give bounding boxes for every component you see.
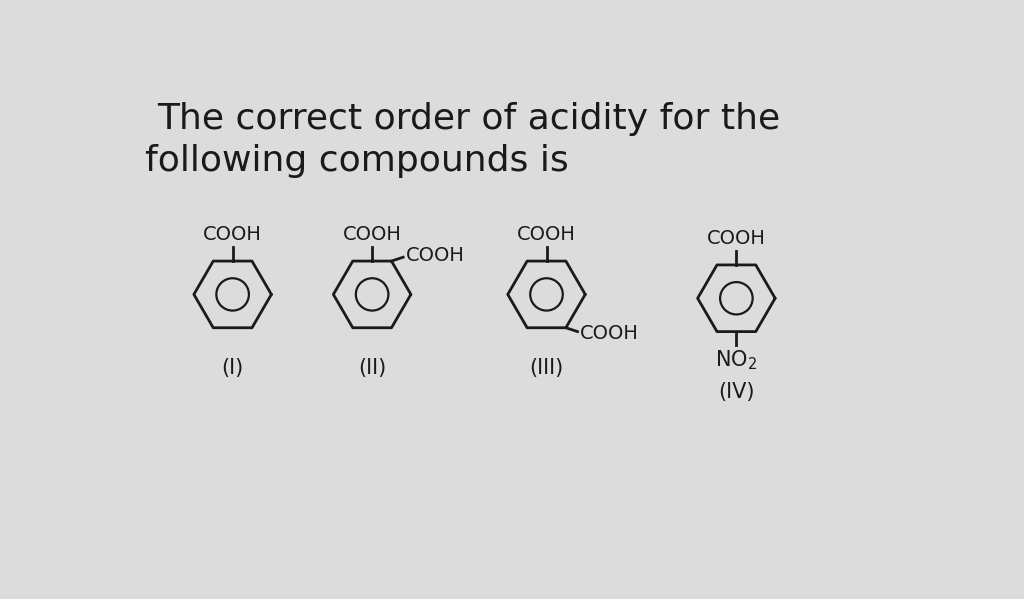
Text: (IV): (IV): [718, 382, 755, 402]
Text: COOH: COOH: [707, 229, 766, 248]
Text: COOH: COOH: [517, 225, 575, 244]
Text: COOH: COOH: [406, 246, 464, 265]
Text: NO$_2$: NO$_2$: [716, 349, 758, 372]
Text: (II): (II): [358, 358, 386, 377]
Text: following compounds is: following compounds is: [145, 144, 568, 179]
Text: COOH: COOH: [343, 225, 401, 244]
Text: COOH: COOH: [580, 325, 639, 343]
Text: COOH: COOH: [203, 225, 262, 244]
Text: The correct order of acidity for the: The correct order of acidity for the: [158, 102, 780, 136]
Text: (III): (III): [529, 358, 563, 377]
Text: (I): (I): [221, 358, 244, 377]
